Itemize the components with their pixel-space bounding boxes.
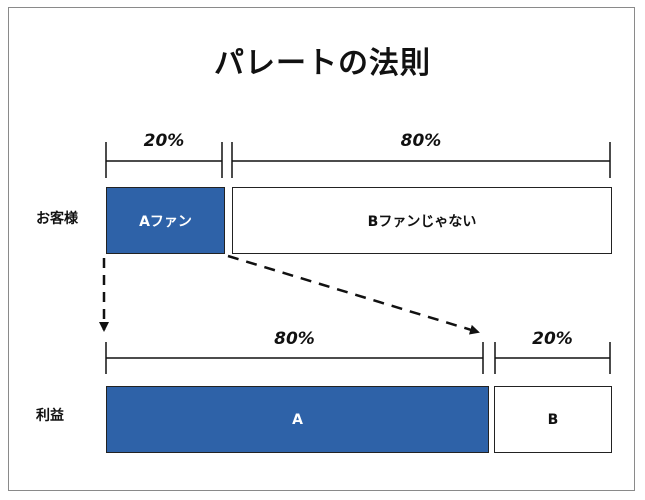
profit-b-percent: 20% [532,329,573,349]
customers-b-label: Bファンじゃない [367,213,477,230]
bracket-profit-a [105,342,484,374]
profit-b-label: B [547,411,559,428]
row-label-profit: 利益 [36,408,64,424]
bracket-profit-b [494,342,611,374]
profit-a-percent: 80% [274,329,315,349]
profit-a-label: A [292,411,303,428]
customers-b-percent: 80% [400,131,442,151]
customers-a-percent: 20% [143,131,185,151]
customers-a-label: Aファン [139,213,192,230]
profit-a-bar: A [106,386,489,453]
bracket-customers-b [231,142,611,178]
page-title: パレートの法則 [214,46,431,81]
row-label-customers: お客様 [36,211,78,227]
customers-b-bar: Bファンじゃない [232,187,612,254]
bracket-customers-a [105,142,223,178]
profit-b-bar: B [494,386,612,453]
arrow-diagonal [227,254,480,335]
customers-a-bar: Aファン [106,187,225,254]
slide-frame [8,7,635,491]
